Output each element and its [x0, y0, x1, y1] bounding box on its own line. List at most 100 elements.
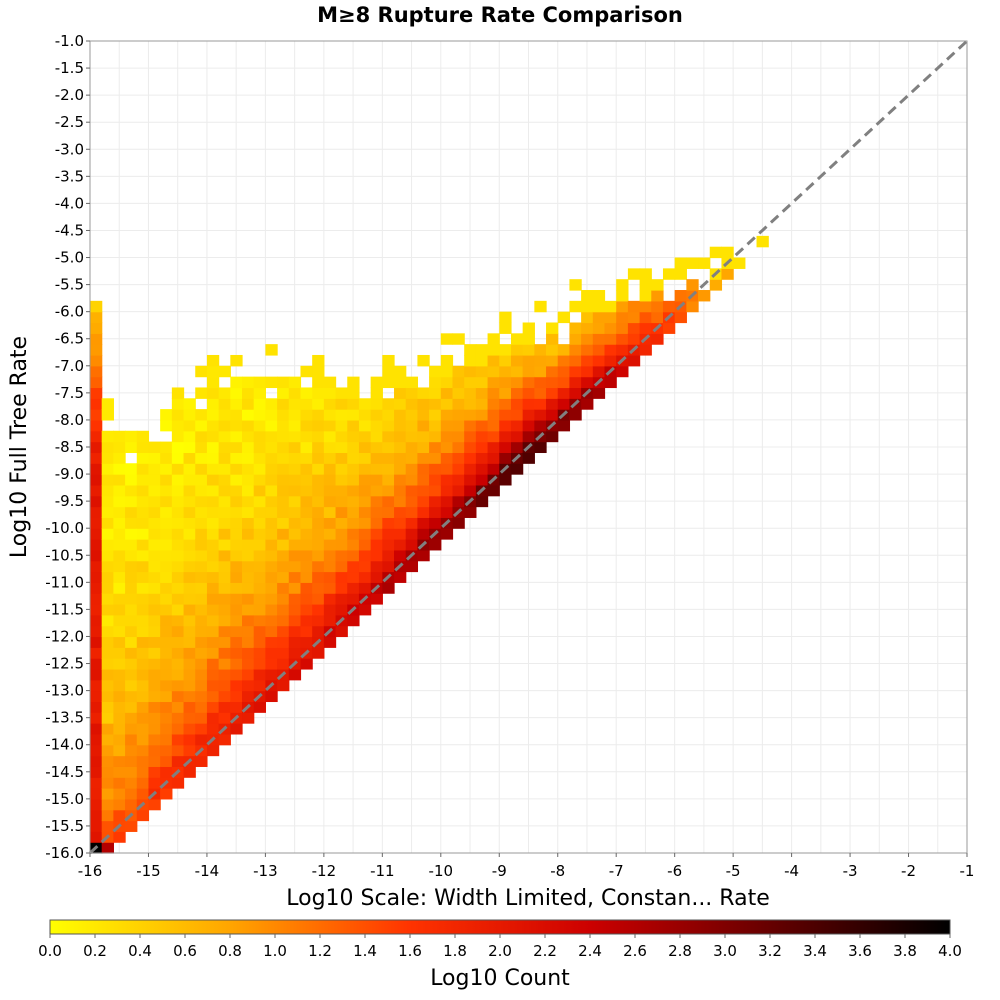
heatmap-cell: [335, 625, 348, 638]
heatmap-cell: [581, 290, 594, 302]
heatmap-cell: [218, 658, 231, 670]
heatmap-cell: [183, 712, 196, 724]
heatmap-cell: [171, 614, 185, 627]
heatmap-cell: [125, 788, 138, 800]
heatmap-cell: [300, 528, 313, 540]
heatmap-cell: [546, 344, 559, 356]
heatmap-cell: [639, 279, 652, 291]
heatmap-cell: [183, 495, 196, 508]
heatmap-cell: [382, 365, 395, 378]
heatmap-cell: [358, 603, 372, 616]
colorbar-tick-label: 2.4: [578, 942, 602, 960]
heatmap-cell: [510, 354, 524, 367]
heatmap-cell: [113, 441, 126, 454]
y-tick-label: -4.5: [55, 221, 84, 239]
heatmap-cell: [90, 744, 103, 757]
heatmap-cell: [510, 463, 524, 475]
heatmap-cell: [206, 354, 220, 367]
heatmap-cell: [464, 474, 477, 486]
heatmap-cell: [265, 463, 278, 475]
heatmap-cell: [206, 614, 220, 627]
heatmap-cell: [90, 723, 103, 735]
heatmap-cell: [101, 647, 114, 659]
heatmap-cell: [113, 636, 126, 648]
heatmap-cell: [101, 452, 114, 464]
heatmap-cell: [323, 387, 337, 399]
heatmap-cell: [394, 474, 407, 486]
heatmap-cell: [358, 430, 372, 443]
heatmap-cell: [206, 539, 220, 551]
heatmap-cell: [218, 365, 231, 378]
heatmap-cell: [90, 484, 103, 497]
heatmap-cell: [475, 495, 489, 508]
heatmap-cell: [230, 517, 243, 529]
heatmap-cell: [253, 376, 266, 389]
y-tick-label: -8.5: [55, 438, 84, 456]
heatmap-cell: [113, 658, 126, 670]
heatmap-cell: [125, 517, 138, 529]
heatmap-cell: [581, 376, 594, 389]
heatmap-cell: [417, 419, 430, 432]
heatmap-cell: [195, 593, 208, 605]
heatmap-cell: [171, 539, 185, 551]
heatmap-cell: [370, 430, 383, 443]
heatmap-cell: [101, 539, 114, 551]
heatmap-cell: [405, 560, 419, 573]
heatmap-cell: [499, 387, 512, 399]
heatmap-cell: [265, 593, 278, 605]
heatmap-cell: [417, 506, 430, 518]
heatmap-cell: [265, 625, 278, 638]
heatmap-cell: [195, 365, 208, 378]
heatmap-cell: [557, 344, 571, 356]
heatmap-cell: [382, 484, 395, 497]
heatmap-cell: [370, 549, 383, 562]
heatmap-cell: [171, 679, 185, 692]
x-tick-label: -3: [843, 862, 858, 880]
heatmap-cell: [405, 495, 419, 508]
y-tick-label: -9.5: [55, 492, 84, 510]
heatmap-cell: [160, 441, 173, 454]
heatmap-cell: [160, 625, 173, 638]
heatmap-cell: [300, 474, 313, 486]
y-tick-label: -5.5: [55, 276, 84, 294]
heatmap-cell: [218, 593, 231, 605]
heatmap-cell: [206, 593, 220, 605]
heatmap-cell: [195, 668, 208, 681]
heatmap-cell: [475, 474, 489, 486]
heatmap-cell: [160, 495, 173, 508]
heatmap-cell: [405, 430, 419, 443]
heatmap-cell: [218, 387, 231, 399]
heatmap-cell: [125, 766, 138, 778]
heatmap-cell: [195, 690, 208, 703]
heatmap-cell: [592, 365, 606, 378]
heatmap-cell: [160, 614, 173, 627]
heatmap-cell: [709, 279, 723, 291]
heatmap-cell: [125, 571, 138, 583]
heatmap-cell: [358, 560, 372, 573]
heatmap-cell: [616, 311, 629, 324]
y-tick-label: -12.0: [45, 627, 84, 645]
heatmap-cell: [90, 354, 103, 367]
heatmap-cell: [440, 441, 454, 454]
heatmap-cell: [394, 517, 407, 529]
heatmap-cell: [171, 398, 185, 410]
heatmap-cell: [277, 409, 290, 421]
heatmap-cell: [288, 582, 302, 594]
heatmap-cell: [160, 723, 173, 735]
heatmap-cell: [323, 474, 337, 486]
heatmap-cell: [440, 409, 454, 421]
heatmap-cell: [358, 495, 372, 508]
heatmap-cell: [183, 636, 196, 648]
heatmap-cell: [335, 441, 348, 454]
heatmap-cell: [171, 593, 185, 605]
heatmap-cell: [499, 430, 512, 443]
heatmap-cell: [125, 614, 138, 627]
heatmap-cell: [300, 549, 313, 562]
colorbar-tick-label: 3.0: [713, 942, 737, 960]
heatmap-cell: [639, 300, 652, 313]
heatmap-cell: [218, 474, 231, 486]
heatmap-cell: [218, 571, 231, 583]
heatmap-cell: [90, 311, 103, 324]
heatmap-cell: [265, 517, 278, 529]
heatmap-cell: [300, 636, 313, 648]
